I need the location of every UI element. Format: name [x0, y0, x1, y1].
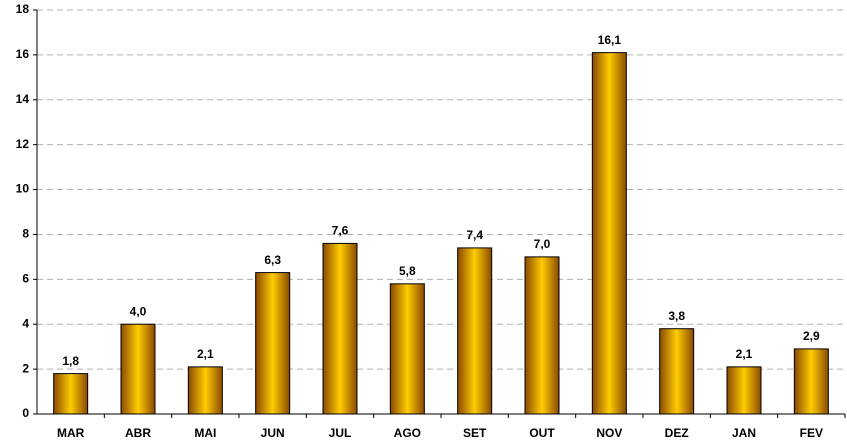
y-tick-label: 16 [16, 47, 30, 61]
y-tick-label: 12 [16, 137, 30, 151]
bar [591, 52, 627, 415]
value-label: 7,0 [534, 237, 551, 251]
x-tick-label: DEZ [665, 426, 689, 440]
bar [524, 256, 560, 415]
bar [659, 328, 695, 415]
value-label: 2,1 [197, 347, 214, 361]
y-tick-label: 18 [16, 2, 30, 16]
value-label: 16,1 [598, 33, 622, 47]
y-tick-label: 0 [22, 406, 29, 420]
y-tick-label: 10 [16, 182, 30, 196]
x-tick-label: MAI [194, 426, 216, 440]
value-label: 7,6 [332, 224, 349, 238]
y-tick-label: 14 [16, 92, 30, 106]
y-tick-label: 4 [22, 316, 29, 330]
x-tick-label: MAR [57, 426, 85, 440]
value-label: 3,8 [668, 309, 685, 323]
bar [322, 242, 358, 415]
x-tick-label: ABR [125, 426, 151, 440]
bar [255, 272, 291, 415]
bar [726, 366, 762, 415]
value-label: 2,1 [736, 347, 753, 361]
value-label: 5,8 [399, 264, 416, 278]
bar [389, 283, 425, 415]
y-tick-label: 6 [22, 272, 29, 286]
x-tick-label: FEV [800, 426, 823, 440]
y-tick-label: 2 [22, 361, 29, 375]
x-tick-label: NOV [596, 426, 622, 440]
bar [457, 247, 493, 415]
value-label: 6,3 [264, 253, 281, 267]
x-tick-label: JAN [732, 426, 756, 440]
value-label: 2,9 [803, 329, 820, 343]
bar [120, 323, 156, 415]
value-label: 1,8 [62, 354, 79, 368]
bar [793, 348, 829, 415]
value-label: 7,4 [466, 228, 483, 242]
x-tick-label: OUT [529, 426, 555, 440]
x-tick-label: JUN [261, 426, 285, 440]
x-tick-label: AGO [394, 426, 421, 440]
bar [53, 373, 89, 415]
x-tick-label: SET [463, 426, 487, 440]
value-label: 4,0 [130, 304, 147, 318]
y-tick-label: 8 [22, 227, 29, 241]
x-tick-label: JUL [329, 426, 352, 440]
bar [187, 366, 223, 415]
